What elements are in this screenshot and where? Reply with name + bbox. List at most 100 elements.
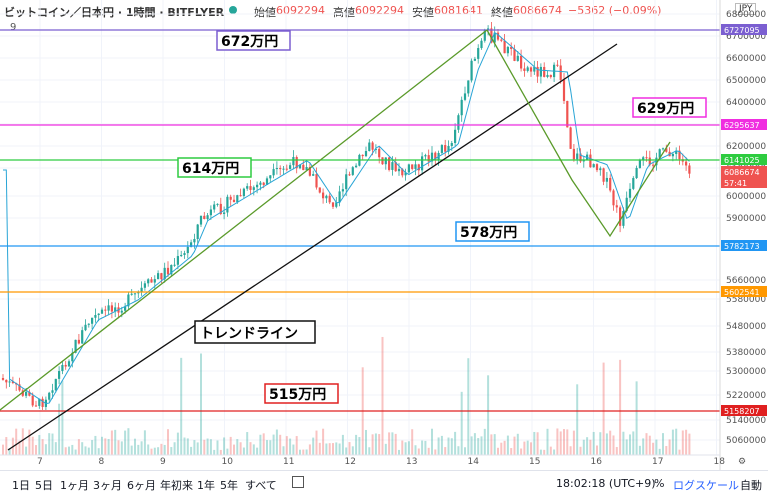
time-tick-label: 17	[652, 457, 663, 467]
range-ytd[interactable]: 年初来	[160, 479, 193, 492]
candle-body	[289, 165, 292, 169]
chart-grid	[0, 0, 720, 455]
candle-body	[655, 157, 658, 166]
volume-bar	[407, 441, 410, 455]
horizontal-levels[interactable]	[0, 29, 720, 412]
candle-body	[1, 378, 5, 380]
candle-body	[483, 30, 486, 41]
volume-bar	[147, 444, 150, 455]
time-tick-label: 16	[591, 457, 603, 467]
candle-body	[493, 32, 496, 43]
candle-body	[41, 398, 44, 407]
candle-body	[124, 306, 127, 311]
volume-bar	[318, 442, 321, 455]
range-1m[interactable]: 1ヶ月	[60, 479, 89, 492]
volume-bar	[556, 428, 559, 455]
candle-body	[275, 168, 278, 170]
range-3m[interactable]: 3ヶ月	[93, 479, 122, 492]
volume-bar	[381, 336, 384, 455]
price-label-box	[721, 154, 767, 165]
price-label-box	[721, 286, 767, 297]
volume-bar	[483, 428, 486, 455]
volume-bar	[457, 446, 460, 455]
volume-bar	[219, 449, 222, 455]
range-all[interactable]: すべて	[245, 479, 277, 492]
candle-body	[536, 66, 539, 77]
candle-body	[318, 187, 321, 193]
candle-body	[163, 267, 166, 280]
candle-body	[411, 164, 414, 169]
volume-bar	[117, 440, 120, 455]
volume-bar	[44, 444, 47, 455]
candle-body	[74, 339, 77, 353]
candle-body	[688, 165, 691, 174]
volume-bar	[477, 438, 480, 455]
range-5d[interactable]: 5日	[35, 479, 53, 492]
volume-bar	[312, 437, 315, 455]
percent-toggle[interactable]: %	[654, 477, 665, 490]
candle-body	[569, 127, 572, 149]
volume-bar	[239, 442, 242, 455]
candle-body	[609, 177, 612, 191]
volume-bar	[473, 433, 476, 455]
volume-bar	[592, 431, 595, 455]
candle-body	[335, 202, 338, 207]
settings-gear-icon[interactable]: ⚙	[738, 457, 746, 467]
candle-body	[378, 148, 381, 158]
price-axis[interactable]: 6800000670000066000006500000640000063000…	[719, 0, 767, 470]
candle-body	[272, 169, 275, 176]
range-1d[interactable]: 1日	[12, 479, 30, 492]
candle-body	[447, 145, 450, 152]
range-5y[interactable]: 5年	[220, 479, 238, 492]
price-tick-label: 6700000	[726, 32, 766, 42]
volume-bar	[150, 448, 153, 455]
candle-body	[444, 145, 447, 152]
volume-bar	[589, 439, 592, 455]
volume-bar	[94, 435, 97, 455]
candle-body	[546, 74, 549, 77]
volume-bar	[305, 449, 308, 455]
log-scale-toggle[interactable]: ログスケール	[673, 479, 739, 492]
price-label-text: 5782173	[724, 242, 760, 251]
volume-bar	[394, 433, 397, 455]
symbol-title[interactable]: ビットコイン／日本円 · 1時間 · BITFLYER	[4, 6, 225, 19]
volume-bar	[615, 447, 618, 455]
price-tick-label: 5660000	[726, 276, 766, 286]
volume-bar	[5, 437, 8, 455]
high-label: 高値	[333, 6, 355, 19]
price-label-text: 6295637	[724, 121, 760, 130]
volume-bar	[629, 434, 631, 455]
auto-scale-toggle[interactable]: 自動	[740, 479, 762, 492]
candle-body	[562, 79, 566, 101]
volume-bar	[401, 440, 404, 455]
candle-body	[183, 253, 186, 255]
level-annotation-label: 672万円	[221, 34, 278, 50]
price-chart[interactable]: 6800000670000066000006500000640000063000…	[0, 0, 768, 470]
range-6m[interactable]: 6ヶ月	[127, 479, 156, 492]
volume-bar	[51, 433, 54, 455]
volume-bar	[275, 429, 278, 455]
date-range-icon[interactable]	[292, 476, 304, 488]
volume-bar	[569, 446, 572, 455]
time-tick-label: 11	[283, 457, 294, 467]
candle-body	[110, 305, 113, 312]
time-axis[interactable]: 7 8 9 10 11 12 13 14 15 16 17 18 ⚙	[0, 454, 746, 467]
price-tick-label: 5220000	[726, 391, 766, 401]
volume-bar	[678, 449, 681, 455]
candle-body	[51, 390, 54, 393]
candle-body	[635, 167, 638, 179]
volume-bar	[48, 433, 51, 455]
candle-body	[25, 391, 28, 396]
candle-body	[180, 254, 183, 257]
candle-body	[176, 256, 179, 265]
volume-bar	[411, 429, 414, 455]
indicator-toggle[interactable]: 9	[10, 22, 17, 33]
range-1y[interactable]: 1年	[197, 479, 215, 492]
volume-bar	[662, 433, 664, 455]
volume-bar	[619, 359, 622, 455]
candle-body	[341, 189, 344, 192]
volume-bar	[157, 447, 160, 455]
trend-lines[interactable]	[0, 29, 671, 451]
volume-bar	[404, 442, 407, 455]
volume-bar	[625, 439, 628, 455]
